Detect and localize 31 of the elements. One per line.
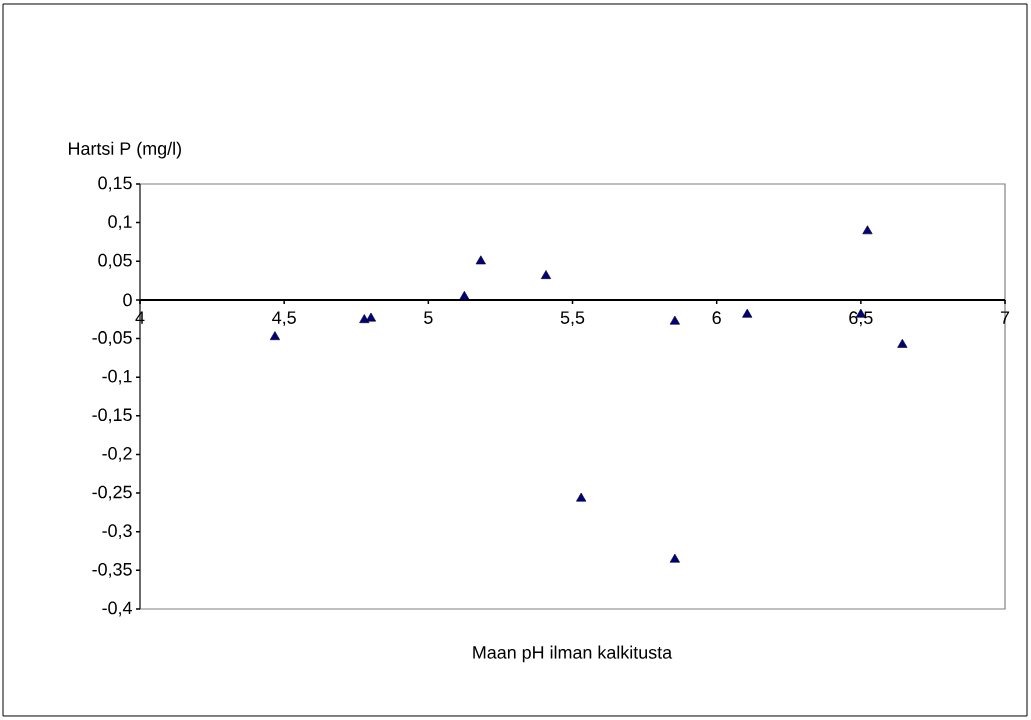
y-tick-label: -0,15 — [92, 408, 132, 424]
y-tick-label: 0,15 — [98, 176, 132, 192]
point — [669, 315, 680, 325]
x-tick-label: 7 — [1000, 311, 1010, 324]
point — [742, 308, 753, 318]
point — [365, 312, 377, 322]
point — [669, 553, 680, 563]
point — [540, 270, 552, 279]
point — [459, 291, 470, 300]
point — [862, 225, 873, 235]
y-tick-label: -0,2 — [102, 447, 132, 462]
y-tick-label: 0 — [123, 293, 132, 307]
point — [475, 255, 486, 265]
y-tick-label: 0,05 — [98, 253, 132, 269]
y-tick-label: -0,05 — [92, 331, 132, 346]
y-tick-label: -0,4 — [102, 601, 132, 617]
point — [576, 492, 587, 502]
y-tick-label: -0,1 — [102, 369, 132, 385]
y-tick-label: -0,3 — [102, 524, 132, 540]
y-tick-label: -0,35 — [92, 562, 132, 578]
x-tick-label: 6 — [712, 311, 721, 325]
point — [897, 338, 908, 348]
x-tick-label: 4,5 — [272, 311, 296, 327]
y-axis-title: Hartsi P (mg/l) — [69, 141, 181, 159]
y-tick-label: -0,25 — [92, 485, 132, 501]
x-tick-label: 5 — [424, 311, 433, 324]
x-axis-title: Maan pH ilman kalkitusta — [473, 645, 673, 663]
point — [269, 331, 280, 341]
x-tick-label: 6,5 — [849, 311, 873, 327]
y-tick-label: 0,1 — [108, 215, 132, 231]
x-tick-label: 5,5 — [560, 311, 585, 327]
